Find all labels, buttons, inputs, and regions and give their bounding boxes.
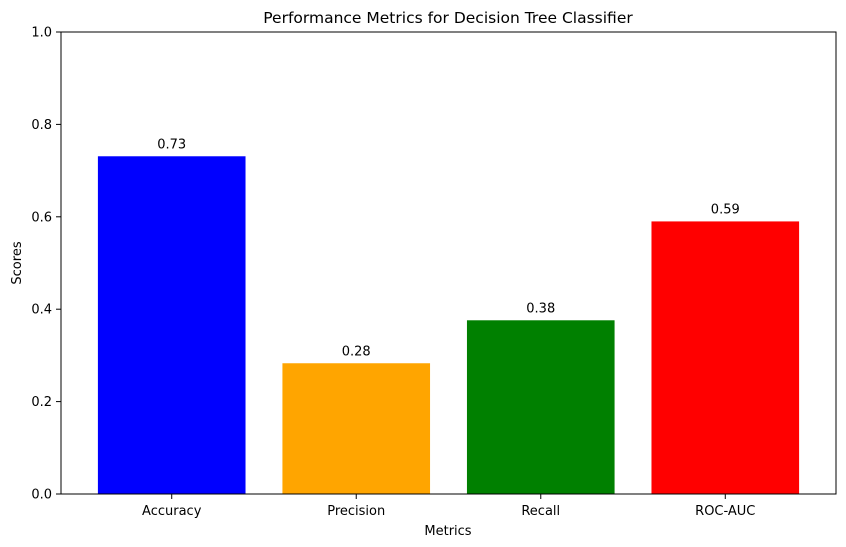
x-ticks-layer: Accuracy Precision Recall ROC-AUC	[142, 494, 755, 519]
x-tick-label: Accuracy	[142, 504, 202, 519]
y-ticks-layer: 0.0 0.2 0.4 0.6 0.8 1.0	[31, 26, 61, 503]
data-label: 0.28	[342, 344, 371, 359]
y-tick-label: 0.2	[31, 395, 52, 410]
x-tick-label: ROC-AUC	[695, 504, 755, 519]
bar-precision	[282, 363, 431, 494]
bar-roc-auc	[651, 221, 800, 495]
y-axis-label: Scores	[10, 241, 25, 284]
y-tick-label: 0.0	[31, 488, 52, 503]
data-label: 0.38	[526, 301, 555, 316]
y-tick-label: 0.4	[31, 303, 52, 318]
x-axis-label: Metrics	[424, 524, 471, 539]
data-label: 0.73	[157, 137, 186, 152]
y-tick-label: 1.0	[31, 26, 52, 41]
data-labels-layer: 0.73 0.28 0.38 0.59	[157, 137, 740, 359]
y-tick-label: 0.6	[31, 210, 52, 225]
bars-layer	[97, 156, 800, 495]
chart-title: Performance Metrics for Decision Tree Cl…	[263, 9, 633, 27]
y-tick-label: 0.8	[31, 118, 52, 133]
plot-frame	[60, 31, 837, 495]
data-label: 0.59	[711, 202, 740, 217]
bar-recall	[466, 320, 615, 494]
x-tick-label: Precision	[327, 504, 385, 519]
bar-accuracy	[97, 156, 246, 494]
x-tick-label: Recall	[521, 504, 560, 519]
